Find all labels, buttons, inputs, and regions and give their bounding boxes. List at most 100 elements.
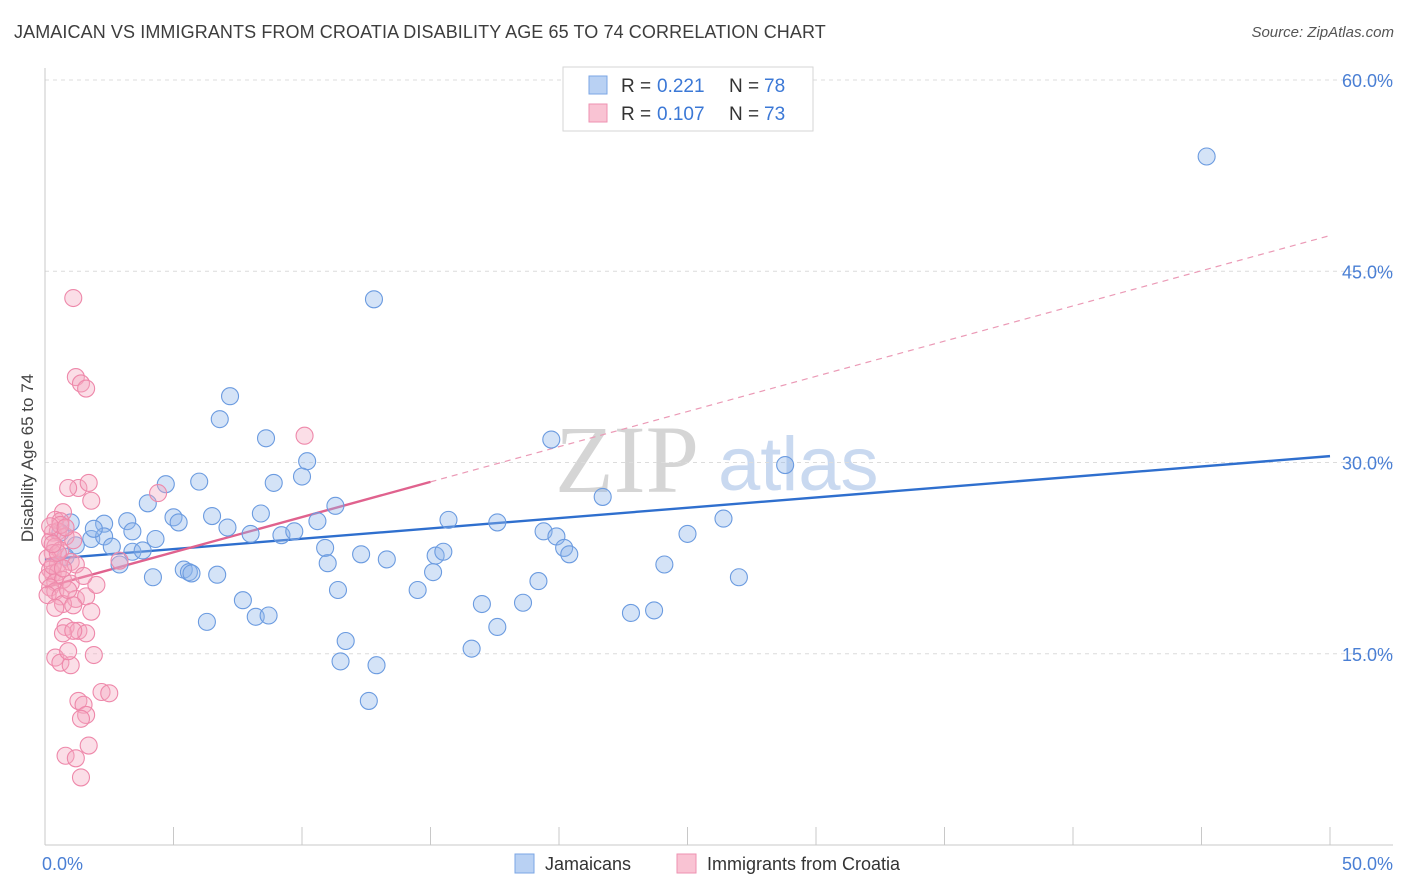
trend-lines [44,234,1331,589]
point-jamaicans [593,487,612,506]
point-jamaicans [472,594,491,614]
point-jamaicans [678,524,697,543]
bottom-legend-croatia: Immigrants from Croatia [707,854,901,874]
point-jamaicans [513,593,533,612]
point-jamaicans [210,410,229,429]
point-jamaicans [488,513,507,532]
grid-lines [45,79,1393,655]
point-croatia [79,736,98,755]
point-jamaicans [560,545,579,564]
point-jamaicans [364,290,384,309]
point-croatia [71,374,91,393]
point-jamaicans [424,563,443,582]
point-jamaicans [208,565,227,584]
bottom-legend: Jamaicans Immigrants from Croatia [514,853,901,874]
point-jamaicans [645,601,664,620]
point-jamaicans [197,612,216,631]
y-tick-label: 60.0% [1342,71,1393,91]
point-jamaicans [318,554,337,573]
point-jamaicans [182,564,201,583]
point-croatia [71,768,91,787]
point-jamaicans [218,518,237,537]
point-croatia [61,656,80,675]
point-jamaicans [118,512,137,531]
point-croatia [66,749,85,768]
point-jamaicans [655,555,674,574]
chart-title: JAMAICAN VS IMMIGRANTS FROM CROATIA DISA… [14,22,826,42]
point-jamaicans [542,430,561,449]
point-jamaicans [251,504,270,523]
point-croatia [82,491,101,510]
legend-r-label: R = [621,76,651,97]
legend-n-label: N = [729,76,759,97]
point-jamaicans [367,656,386,675]
x-tick-label: 50.0% [1342,854,1393,874]
point-jamaicans [462,639,481,658]
point-croatia [46,598,65,617]
source-label: Source: ZipAtlas.com [1251,24,1394,41]
point-croatia [87,575,106,594]
point-croatia [77,379,96,398]
point-jamaicans [256,429,276,448]
point-croatia [53,624,73,643]
data-points [38,147,1216,787]
point-croatia [59,580,78,600]
legend-swatch-croatia [588,103,608,123]
point-croatia [56,518,75,537]
trend-line-croatia-extension [430,234,1331,483]
point-croatia [100,684,119,703]
point-jamaicans [133,541,152,560]
point-jamaicans [246,607,265,626]
point-croatia [69,478,88,498]
point-jamaicans [123,522,142,541]
point-jamaicans [259,606,278,625]
bottom-legend-swatch-croatia [676,853,697,874]
point-croatia [43,535,62,554]
point-croatia [82,602,101,621]
legend-r-value: 0.221 [657,76,705,97]
point-jamaicans [264,473,283,492]
y-tick-label: 15.0% [1342,645,1393,665]
point-jamaicans [102,537,121,556]
trend-line-croatia [44,480,431,589]
point-croatia [84,645,103,665]
point-croatia [53,559,73,578]
point-jamaicans [169,513,188,532]
point-jamaicans [285,522,304,541]
point-croatia [79,473,98,492]
legend-swatch-jamaicans [588,75,608,95]
legend-r-value: 0.107 [657,104,705,125]
watermark-zip: ZIP [555,406,699,513]
legend-n-label: N = [729,104,759,125]
x-tick-label: 0.0% [42,854,83,874]
point-jamaicans [729,568,748,587]
point-croatia [64,288,83,308]
point-jamaicans [408,580,427,600]
legend-r-label: R = [621,104,651,125]
point-croatia [74,695,93,714]
point-croatia [64,596,83,615]
legend-n-value: 78 [764,76,785,97]
point-croatia [59,478,78,498]
point-jamaicans [298,452,317,471]
trend-line-jamaicans [44,454,1331,561]
point-croatia [71,709,91,728]
point-croatia [295,426,314,445]
point-jamaicans [146,529,165,549]
point-jamaicans [308,512,327,531]
point-jamaicans [621,603,641,623]
point-jamaicans [143,568,162,587]
point-jamaicans [326,496,345,515]
point-jamaicans [241,524,260,543]
point-jamaicans [190,472,209,491]
point-croatia [41,517,60,536]
point-jamaicans [359,691,378,710]
legend-n-value: 73 [764,104,785,125]
point-jamaicans [292,467,312,486]
point-jamaicans [439,510,458,529]
legend: R = 0.221 N = 78 R = 0.107 N = 73 [562,66,814,132]
point-croatia [74,566,93,586]
point-jamaicans [331,652,350,671]
point-jamaicans [336,631,355,651]
